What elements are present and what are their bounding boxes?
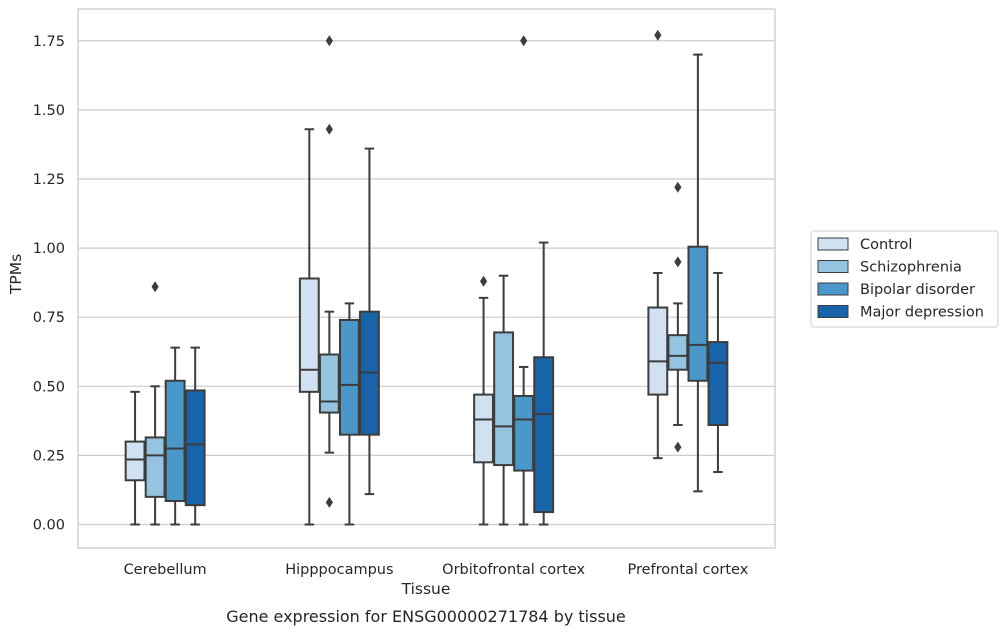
outlier-point [674, 181, 682, 193]
legend-swatch [817, 282, 849, 296]
legend-label: Control [860, 237, 912, 253]
box-body [707, 341, 729, 426]
outlier-point [479, 275, 488, 287]
box-body [473, 393, 494, 464]
x-tick-label: Hipppocampus [285, 562, 393, 578]
box-1-3 [359, 147, 380, 496]
box-body [164, 379, 186, 503]
x-tick-label: Orbitofrontal cortex [442, 562, 585, 578]
box-body [687, 245, 709, 382]
box-3-3 [707, 271, 729, 473]
box-body [513, 394, 535, 472]
y-axis-title: TPMs [7, 254, 25, 295]
box-body [338, 318, 360, 436]
x-tick-label: Cerebellum [124, 562, 207, 578]
y-tick-label: 0.50 [33, 379, 65, 395]
box-3-2 [687, 53, 709, 493]
boxes [124, 29, 729, 526]
x-tick-labels: Cerebellum Hipppocampus Orbitofrontal cort… [124, 562, 749, 578]
box-1-0 [298, 128, 320, 526]
outlier-point [654, 29, 662, 41]
legend: Control Schizophrenia Bipolar disorder Majo… [810, 230, 999, 328]
box-body [533, 356, 555, 514]
box-2-0 [473, 275, 494, 526]
box-body [493, 331, 515, 467]
outlier-point [325, 496, 333, 508]
outlier-point [674, 256, 682, 268]
y-tick-label: 1.00 [33, 241, 65, 257]
legend-label: Bipolar disorder [860, 282, 975, 298]
legend-label: Schizophrenia [860, 260, 962, 276]
y-tick-labels: 0.00 0.25 0.50 0.75 1.00 1.25 1.50 1.75 [33, 34, 65, 534]
box-3-1 [667, 181, 689, 453]
box-body [667, 334, 689, 371]
outlier-point [520, 35, 528, 47]
box-body [124, 440, 146, 482]
y-tick-label: 1.25 [33, 172, 65, 188]
box-0-2 [164, 346, 186, 526]
box-body [318, 353, 340, 414]
box-body [298, 277, 320, 393]
outlier-point [325, 123, 333, 135]
box-body [647, 306, 669, 396]
legend-swatch [817, 237, 849, 251]
box-0-0 [124, 390, 146, 526]
box-3-0 [647, 29, 669, 460]
y-tick-label: 0.75 [33, 310, 65, 326]
y-tick-label: 0.25 [33, 448, 65, 464]
box-2-1 [493, 274, 515, 526]
legend-swatch [817, 260, 849, 273]
box-2-2 [513, 35, 535, 526]
chart-caption: Gene expression for ENSG00000271784 by t… [226, 607, 626, 626]
y-tick-label: 0.00 [33, 518, 65, 534]
box-body [144, 436, 166, 498]
legend-label: Major depression [860, 305, 984, 321]
x-tick-label: Prefrontal cortex [627, 562, 748, 578]
box-body [184, 389, 206, 507]
box-0-3 [184, 346, 206, 526]
x-axis-title: Tissue [401, 580, 451, 598]
outlier-point [325, 35, 333, 47]
y-tick-label: 1.50 [33, 103, 65, 119]
box-1-1 [318, 35, 340, 508]
legend-frame [810, 230, 999, 328]
outlier-point [151, 281, 159, 293]
y-tick-label: 1.75 [33, 34, 65, 50]
legend-swatch [817, 305, 849, 318]
outlier-point [674, 441, 682, 453]
box-2-3 [533, 241, 555, 526]
box-0-1 [144, 281, 166, 526]
box-1-2 [338, 302, 360, 526]
